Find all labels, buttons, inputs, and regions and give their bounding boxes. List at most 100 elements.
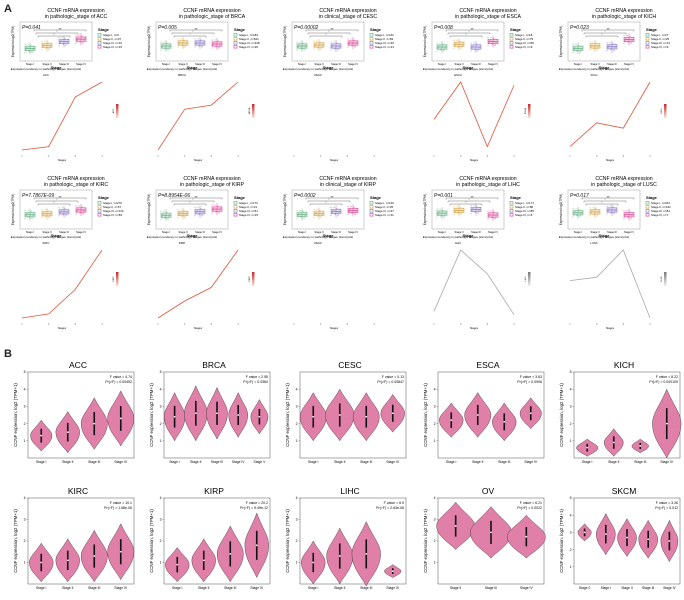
jitter-point <box>443 49 445 51</box>
jitter-point <box>41 209 43 211</box>
violin-x-tick: Stage IV <box>524 460 537 464</box>
chart-title-line1: CCNF mRNA expression <box>47 8 104 14</box>
jitter-point <box>77 208 79 210</box>
jitter-point <box>48 47 50 49</box>
trend-x-tick: 4 <box>237 155 239 158</box>
jitter-point <box>623 218 625 220</box>
jitter-point <box>31 52 33 54</box>
jitter-point <box>444 47 446 49</box>
legend-swatch-1 <box>233 201 238 205</box>
jitter-point <box>576 215 578 217</box>
trend-x-tick: 2 <box>184 323 186 326</box>
colorbar-label: KIRP <box>249 276 251 282</box>
legend-title: Stage <box>234 195 246 200</box>
f-value: F value = 3.26 <box>656 501 678 505</box>
violin-title: ESCA <box>476 360 499 370</box>
jitter-point <box>489 213 491 215</box>
jitter-point <box>45 216 47 218</box>
violin-x-tick: Stage III <box>360 586 372 590</box>
box-chart-kich-4: CCNF mRNA expression in pathologic_stage … <box>558 4 684 172</box>
violin-x-tick: Stage II <box>334 586 345 590</box>
legend-entry: Stage III, n=51 <box>239 209 258 213</box>
jitter-point <box>78 205 80 207</box>
legend-swatch-2 <box>509 37 514 41</box>
jitter-point <box>629 35 631 38</box>
jitter-point <box>347 205 349 208</box>
pr-value: Pr(>F) = 0.0906 <box>517 380 542 384</box>
jitter-point <box>167 49 169 51</box>
jitter-point <box>354 45 356 47</box>
legend-entry: Stage I, n=18 <box>515 33 533 37</box>
violin-x-tick: Stage IV <box>386 460 399 464</box>
violin-chart-ov: OV CCNF expression, log2 (TPM+1) F value =… <box>420 486 554 598</box>
jitter-point <box>572 216 574 218</box>
jitter-point <box>630 218 632 220</box>
jitter-point <box>580 213 582 215</box>
jitter-point <box>316 208 318 210</box>
violin-frame <box>573 371 681 459</box>
violin-title: KIRP <box>204 486 224 496</box>
violin-x-tick: Stage II <box>450 586 461 590</box>
jitter-point <box>81 206 83 208</box>
jitter-point <box>444 213 446 215</box>
trend-x-label: Stages <box>330 326 339 330</box>
jitter-point <box>596 215 598 217</box>
pr-value: Pr(>F) = 0.0384 <box>243 380 268 384</box>
legend-entry: Stage II, n=86 <box>515 205 533 209</box>
jitter-point <box>79 212 81 214</box>
significance-mark: * <box>54 201 55 204</box>
jitter-point <box>495 215 497 217</box>
significance-mark: * <box>190 201 191 204</box>
jitter-point <box>495 41 497 44</box>
trend-caption: Expression tendency in pathologic stages… <box>147 235 218 239</box>
y-axis-label: Expression log2(TPM) <box>147 26 151 58</box>
f-value: F value = 2.55 <box>246 375 268 379</box>
y-axis-label: Expression log2(TPM) <box>559 194 563 226</box>
jitter-point <box>296 209 298 211</box>
violin-y-label: CCNF expression, log2 (TPM+1) <box>559 509 564 573</box>
chart-title-line2: in pathologic_stage of LIHC <box>456 182 520 188</box>
trend-subtitle: CESC <box>314 241 322 245</box>
significance-mark: * <box>329 30 330 33</box>
significance-mark: * <box>466 201 467 204</box>
jitter-point <box>478 209 480 212</box>
trend-x-tick: 4 <box>373 323 375 326</box>
jitter-point <box>28 217 30 219</box>
jitter-point <box>49 45 51 47</box>
violin-svg: ESCA CCNF expression, log2 (TPM+1) F value… <box>423 360 545 464</box>
jitter-point <box>460 212 462 214</box>
trend-x-label: Stages <box>330 158 339 162</box>
box-x-axis-title: Stage <box>51 233 63 238</box>
f-value: F value = 3.63 <box>520 375 542 379</box>
violin-chart-esca: ESCA CCNF expression, log2 (TPM+1) F value… <box>420 360 554 472</box>
trend-caption: Expression tendency in pathologic stages… <box>11 67 82 71</box>
y-tick-label: 2 <box>24 422 26 426</box>
y-tick-label: 3 <box>160 405 162 409</box>
jitter-point <box>333 206 335 208</box>
violin-chart-lihc: LIHC CCNF expression, log2 (TPM+1) F value… <box>282 486 416 598</box>
significance-mark: ns <box>471 195 474 198</box>
violin-x-tick: Stage III <box>88 586 100 590</box>
jitter-point <box>461 44 463 46</box>
jitter-point <box>627 41 629 44</box>
jitter-point <box>66 212 68 214</box>
jitter-point <box>163 41 165 43</box>
jitter-point <box>65 215 67 217</box>
significance-bracket <box>33 197 87 200</box>
legend-entry: Stage II, n=621 <box>239 37 259 41</box>
trend-subtitle: KIRC <box>43 241 50 245</box>
trend-x-label: Stages <box>194 326 203 330</box>
box-x-tick: Stage II <box>315 62 324 66</box>
legend-swatch-3 <box>233 209 238 213</box>
box-plot-frame <box>19 21 93 62</box>
violin-median-dot <box>40 434 43 437</box>
jitter-point <box>201 45 203 47</box>
jitter-point <box>48 48 50 50</box>
legend-entry: Stage III, n=14 <box>651 41 670 45</box>
jitter-point <box>58 44 60 47</box>
jitter-point <box>214 204 216 206</box>
trend-subtitle: KICH <box>591 73 598 77</box>
jitter-point <box>317 215 319 217</box>
jitter-point <box>436 42 438 44</box>
